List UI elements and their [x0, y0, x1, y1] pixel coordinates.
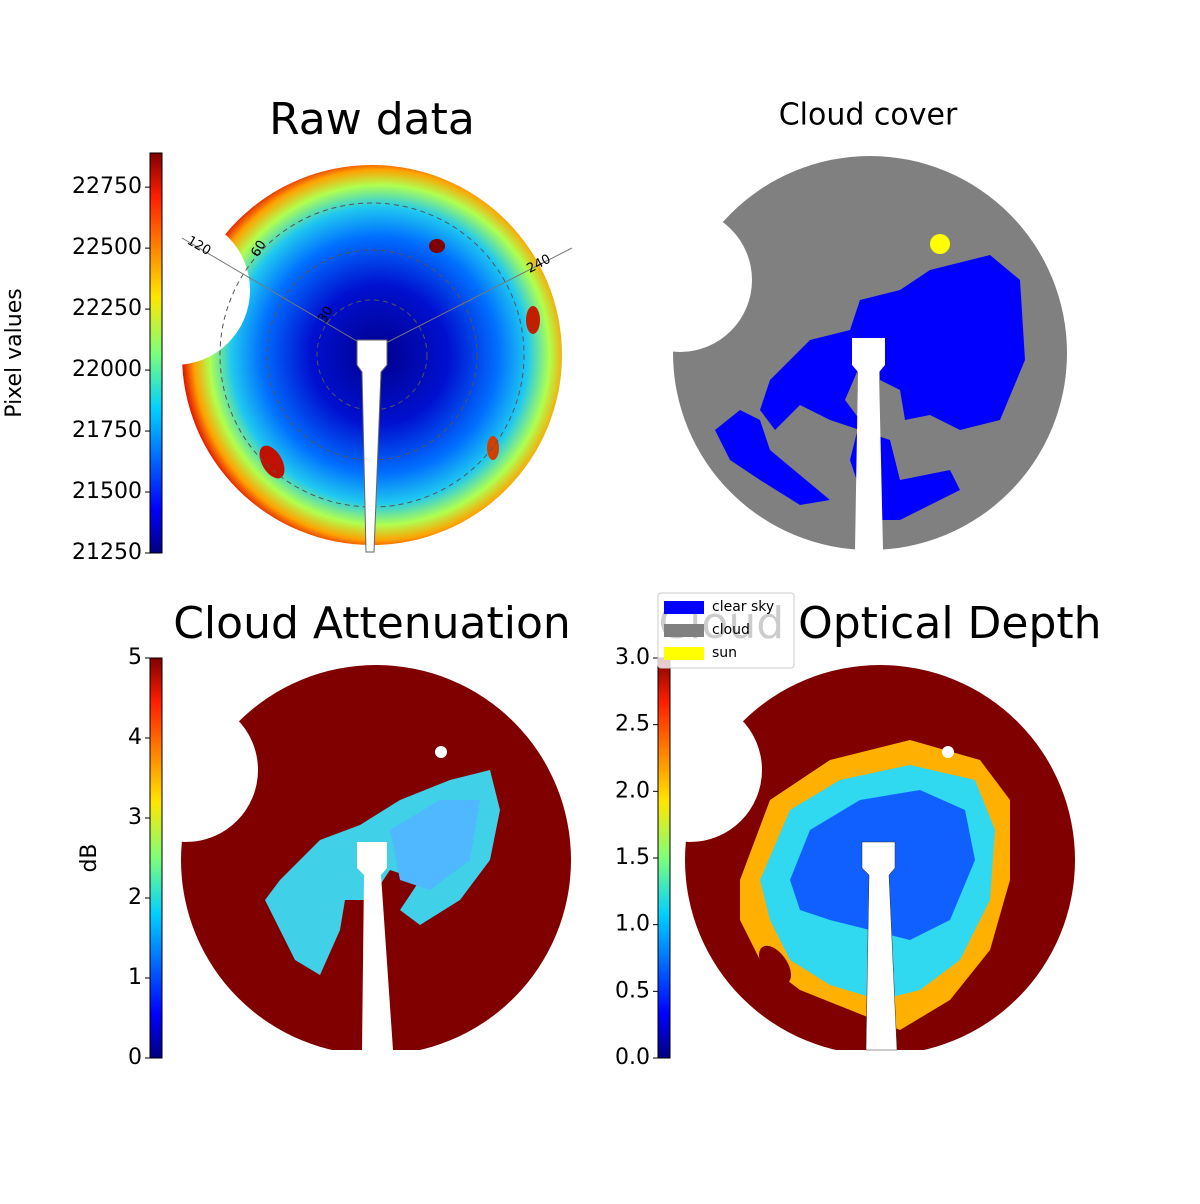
y-tick-label: 2.0	[615, 778, 650, 803]
y-tick-label: 4	[128, 725, 142, 750]
polar-label: 30	[316, 304, 337, 326]
cloud-cover-image	[608, 156, 1100, 590]
attenuation-image	[114, 665, 600, 1090]
legend: clear sky cloud sun	[657, 592, 795, 669]
y-tick-label: 2	[128, 885, 142, 910]
panel-title: Cloud cover	[779, 98, 958, 133]
y-tick-label: 3.0	[615, 645, 650, 670]
colorbar	[149, 657, 163, 1059]
y-tick-label: 21250	[72, 540, 142, 565]
y-tick-label: 2.5	[615, 712, 650, 737]
raw-image	[100, 165, 600, 605]
y-tick-label: 1.0	[615, 912, 650, 937]
y-tick-label: 22250	[72, 296, 142, 321]
panel-title: Raw data	[269, 94, 475, 145]
y-tick-label: 0.0	[615, 1045, 650, 1070]
legend-swatch	[664, 647, 704, 660]
y-tick-label: 21500	[72, 479, 142, 504]
polar-label: 60	[249, 238, 270, 260]
legend-label: sun	[712, 645, 737, 661]
legend-swatch	[664, 601, 704, 614]
y-tick-label: 5	[128, 645, 142, 670]
y-tick-label: 22000	[72, 357, 142, 382]
y-tick-label: 1	[128, 965, 142, 990]
legend-label: clear sky	[712, 599, 774, 615]
y-tick-label: 0	[128, 1045, 142, 1070]
y-tick-label: 1.5	[615, 845, 650, 870]
y-tick-label: 3	[128, 805, 142, 830]
y-tick-label: 22750	[72, 174, 142, 199]
y-tick-label: 22500	[72, 235, 142, 260]
y-tick-label: 0.5	[615, 978, 650, 1003]
panel-title: Cloud Attenuation	[173, 598, 571, 649]
y-axis-label: Pixel values	[2, 288, 27, 417]
y-axis-label: dB	[77, 843, 102, 872]
colorbar	[657, 657, 671, 1059]
colorbar	[149, 152, 163, 554]
legend-swatch	[664, 624, 704, 637]
y-tick-label: 21750	[72, 418, 142, 443]
legend-label: cloud	[712, 622, 750, 638]
optical-depth-image	[618, 665, 1110, 1090]
